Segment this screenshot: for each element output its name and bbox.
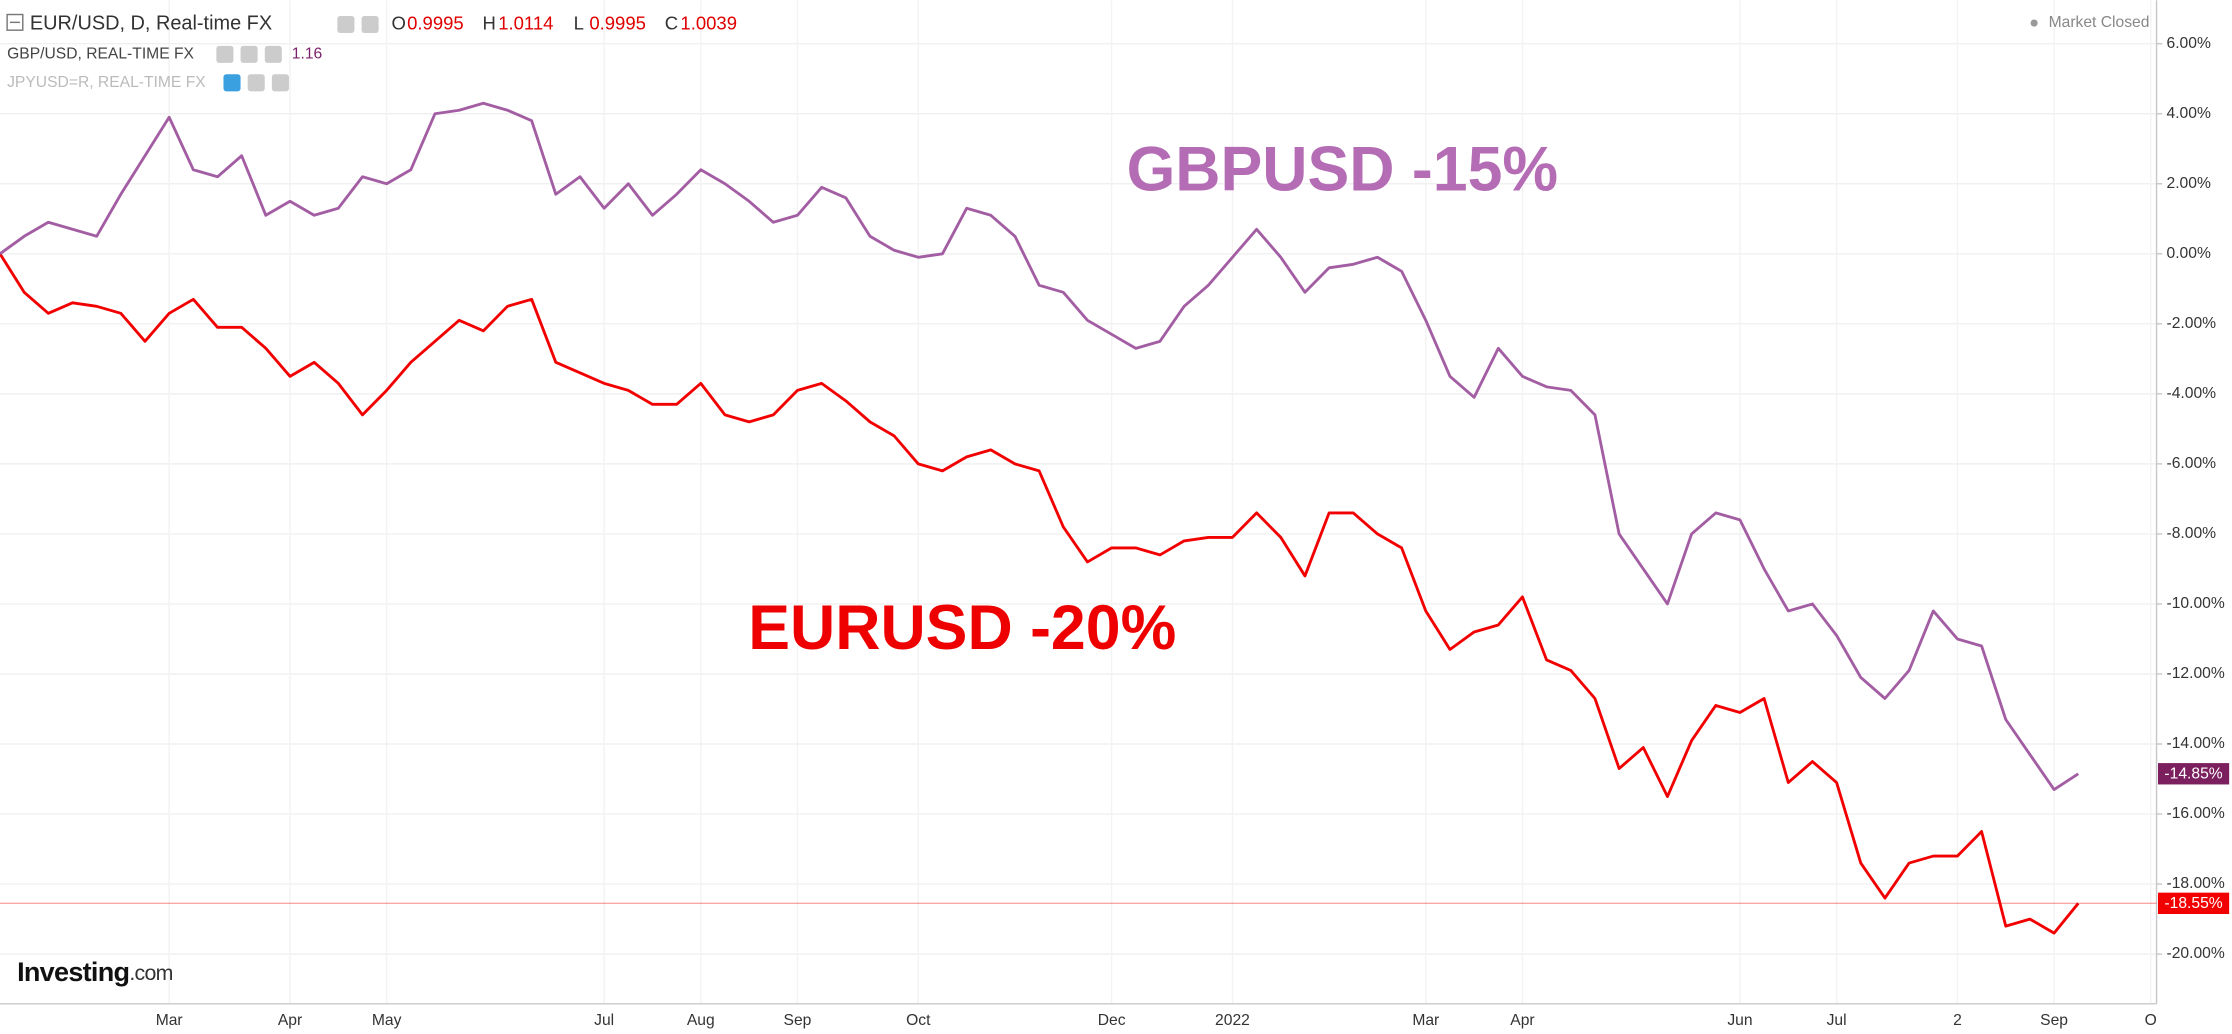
x-tick-label: Mar (1412, 1012, 1439, 1029)
y-tick-label: 4.00% (2167, 105, 2211, 122)
x-tick-label: O (2145, 1012, 2157, 1029)
ohlc: O 0.9995 H 1.0114 L 0.9995 C 1.0039 (391, 12, 737, 33)
series-price: 1.16 (292, 46, 323, 63)
annotation: GBPUSD -15% (1127, 134, 1559, 204)
last-value-box (2157, 763, 2230, 785)
y-tick-label: 0.00% (2167, 245, 2211, 262)
x-tick-label: Jul (594, 1012, 614, 1029)
watermark: Investing.com (17, 957, 173, 987)
market-status: Market Closed (2049, 14, 2150, 31)
ohlc-label: O (391, 12, 405, 33)
y-tick-label: -2.00% (2167, 315, 2217, 332)
y-tick-label: -18.00% (2167, 875, 2225, 892)
ohlc-label: L (574, 12, 584, 33)
ohlc-value: 0.9995 (407, 12, 464, 33)
y-tick-label: 6.00% (2167, 35, 2211, 52)
series-legend: GBP/USD, REAL-TIME FX (7, 46, 194, 63)
series-title: EUR/USD, D, Real-time FX (30, 13, 272, 35)
icon[interactable] (361, 15, 379, 34)
watermark-brand: Investing (17, 957, 129, 987)
icon[interactable] (337, 15, 355, 34)
x-tick-label: Oct (906, 1012, 931, 1029)
status-dot (2030, 19, 2038, 27)
ohlc-label: H (483, 12, 496, 33)
icon[interactable] (240, 45, 258, 63)
series-line (0, 101, 2080, 791)
x-tick-label: Apr (1510, 1012, 1534, 1029)
icon[interactable] (271, 74, 289, 92)
y-tick-label: -20.00% (2167, 945, 2225, 962)
collapse-icon[interactable] (6, 13, 24, 31)
ohlc-value: 1.0039 (680, 12, 737, 33)
legend-icons (216, 15, 379, 92)
x-tick-label: Sep (2040, 1012, 2068, 1029)
icon[interactable] (223, 74, 241, 92)
hidden-series-legend: JPYUSD=R, REAL-TIME FX (7, 74, 206, 91)
last-value-box (2157, 892, 2230, 915)
x-tick-label: 2 (1953, 1012, 1962, 1029)
y-tick-label: -10.00% (2167, 595, 2225, 612)
series-line (0, 253, 2080, 935)
x-tick-label: Jun (1727, 1012, 1752, 1029)
x-tick-label: Dec (1098, 1012, 1126, 1029)
ohlc-label: C (665, 12, 678, 33)
ohlc-value: 1.0114 (498, 12, 553, 33)
last-value-label: -18.55% (2164, 895, 2222, 912)
y-tick-label: 2.00% (2167, 175, 2211, 192)
watermark-suffix: .com (129, 961, 172, 985)
grid (0, 0, 2157, 1004)
annotation: EURUSD -20% (748, 593, 1176, 663)
plot-area (0, 101, 2157, 935)
x-tick-label: May (372, 1012, 402, 1029)
x-tick-label: Apr (278, 1012, 302, 1029)
x-tick-label: Sep (784, 1012, 812, 1029)
ohlc-value: 0.9995 (589, 12, 646, 33)
icon[interactable] (264, 45, 282, 63)
x-tick-label: Aug (687, 1012, 715, 1029)
x-tick-label: Mar (156, 1012, 183, 1029)
y-tick-label: -12.00% (2167, 665, 2225, 682)
icon[interactable] (216, 45, 234, 63)
y-tick-label: -6.00% (2167, 455, 2217, 472)
icon[interactable] (247, 74, 265, 92)
x-tick-label: Jul (1827, 1012, 1847, 1029)
y-tick-label: -16.00% (2167, 805, 2225, 822)
y-tick-label: -8.00% (2167, 525, 2217, 542)
y-tick-label: -14.00% (2167, 735, 2225, 752)
y-tick-label: -4.00% (2167, 385, 2217, 402)
last-value-label: -14.85% (2164, 766, 2222, 783)
x-tick-label: 2022 (1215, 1012, 1250, 1029)
